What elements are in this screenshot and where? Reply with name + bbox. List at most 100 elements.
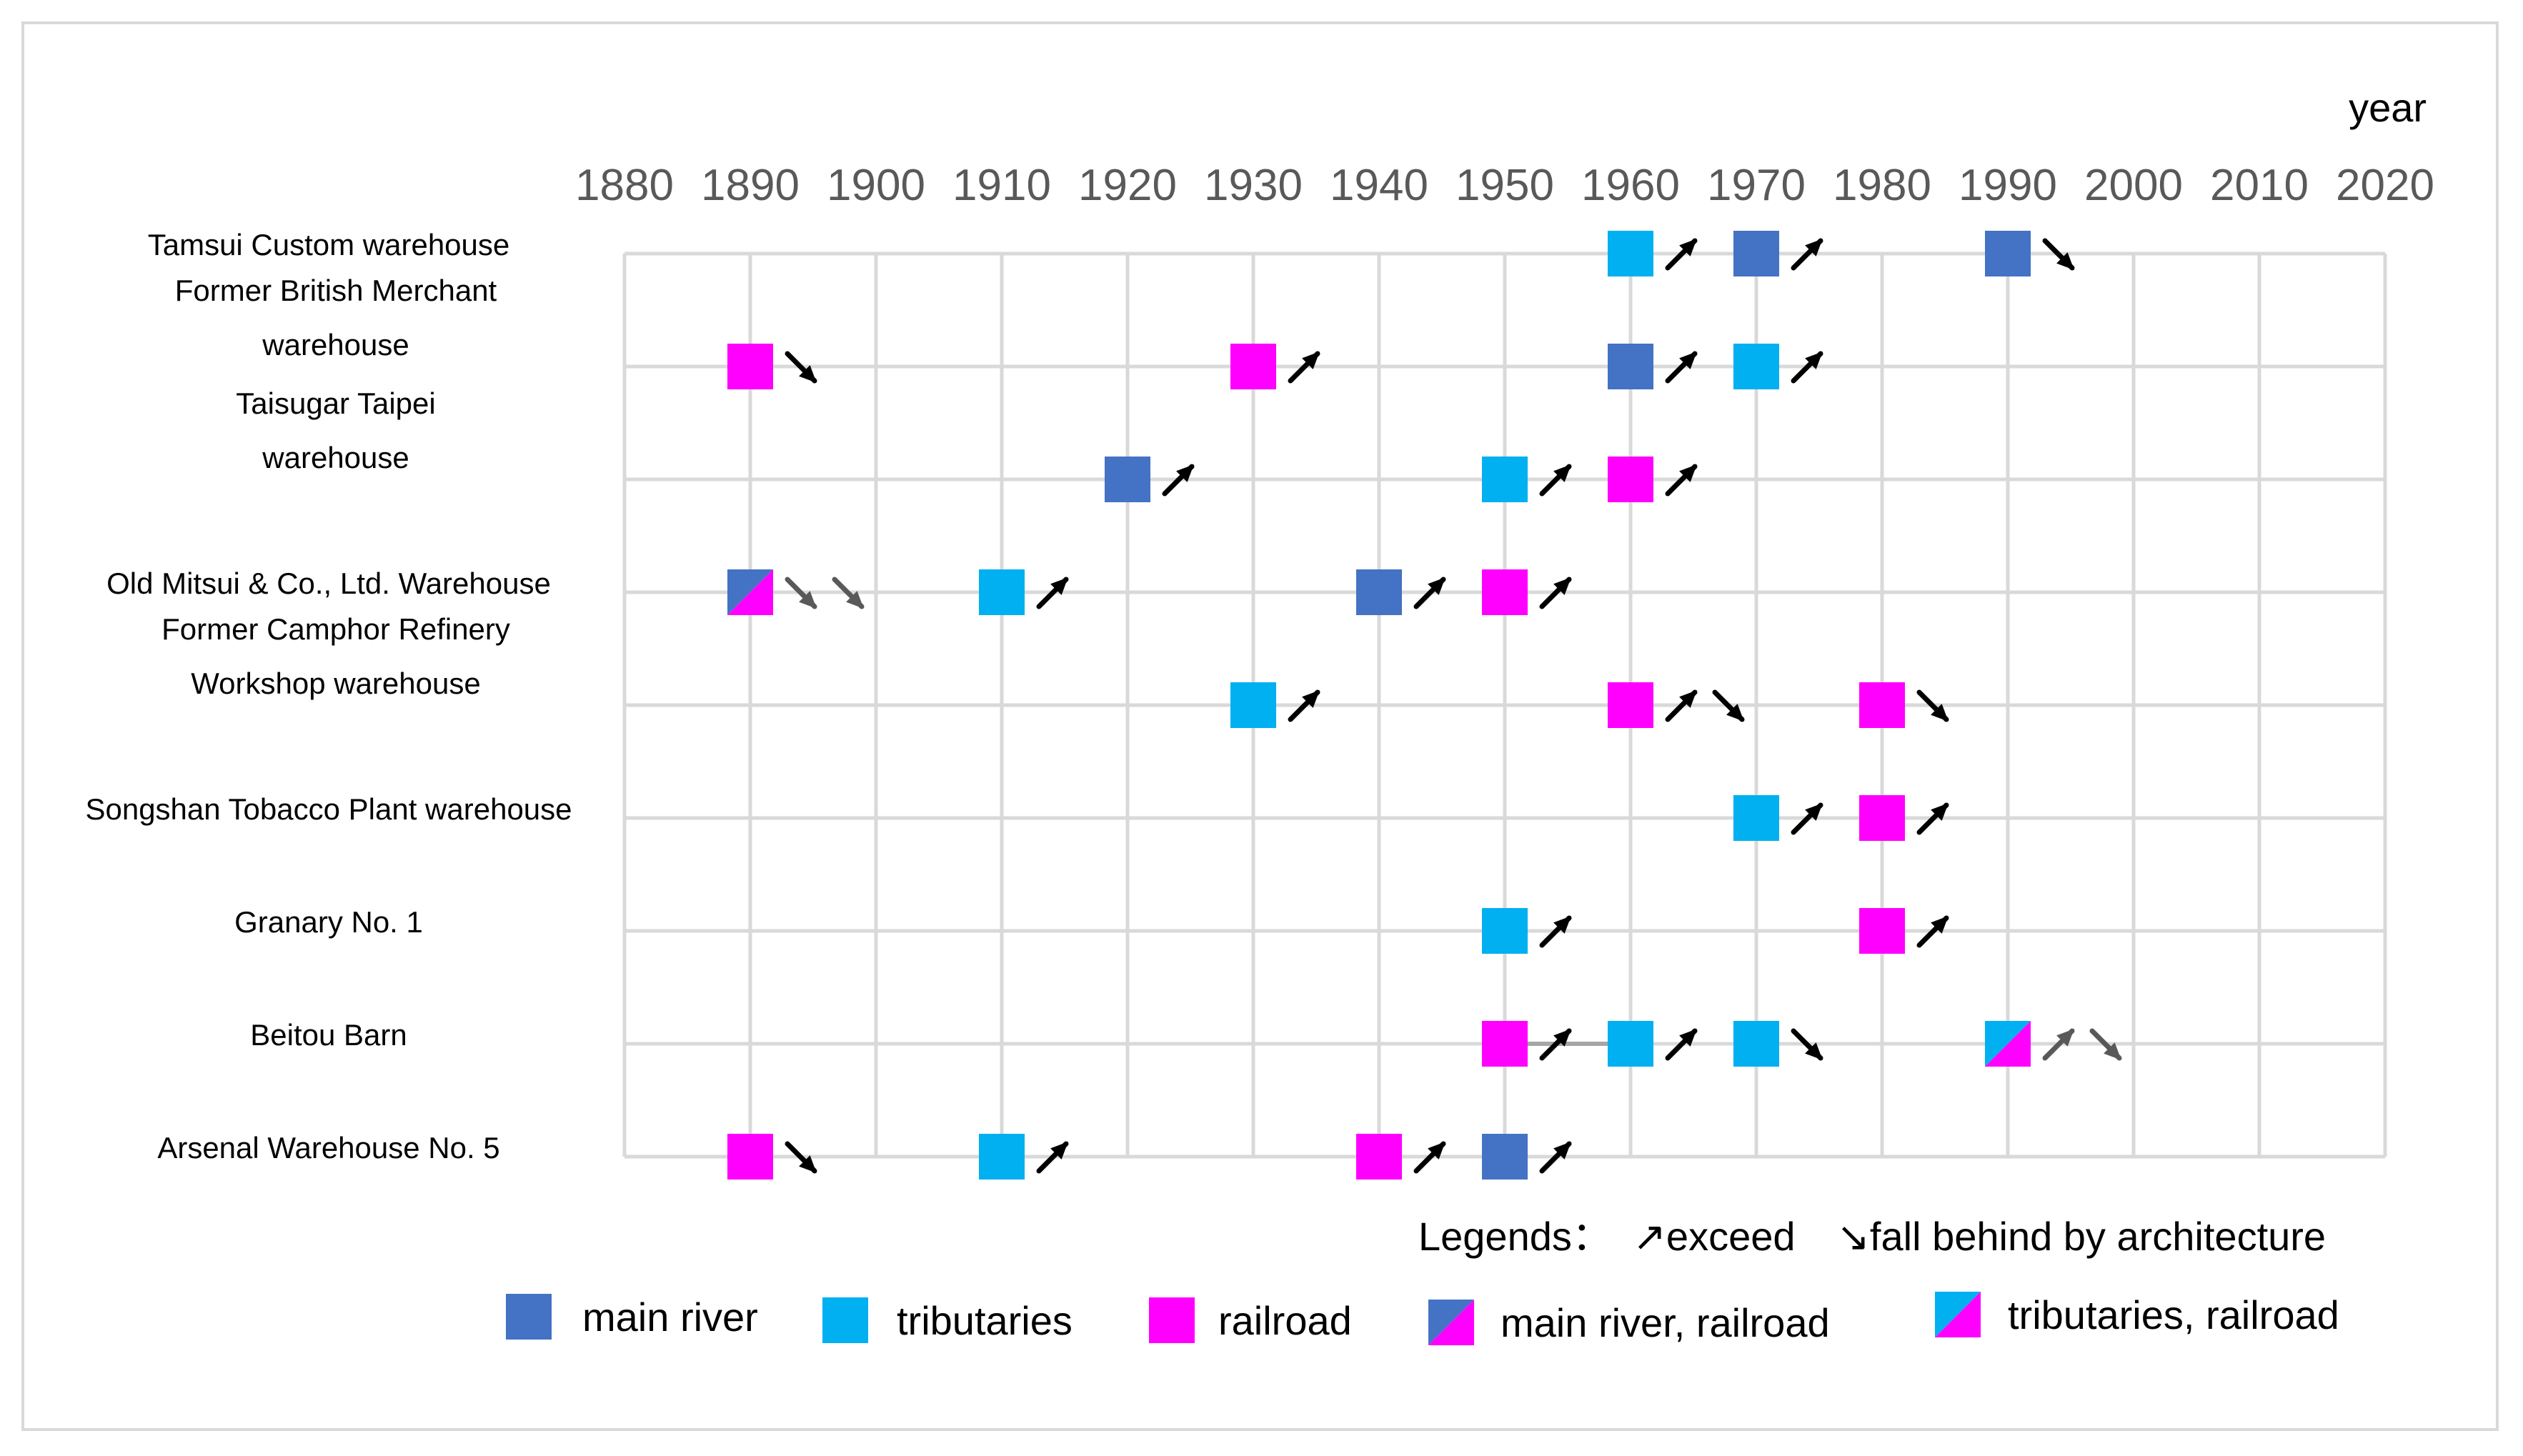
fall-behind-arrow [832,577,865,609]
marker-tributaries [822,1297,868,1343]
marker-main-river-railroad [1428,1300,1474,1345]
marker-railroad [1859,795,1905,841]
row-label: Arsenal Warehouse No. 5 [157,1131,499,1165]
legend-item: main river, railroad [1428,1300,1830,1345]
x-tick-label: 1980 [1833,161,1931,210]
x-tick-label: 2000 [2084,161,2183,210]
arrow-head [1050,577,1068,595]
row-label: Beitou Barn [250,1018,407,1052]
legend: main river tributaries railroad main river,… [506,1292,2339,1345]
marker-half [1985,1021,2031,1067]
svg-text:↗exceed: ↗exceed [1633,1214,1796,1259]
marker-railroad [1356,1134,1402,1180]
arrow-head [2056,252,2074,270]
arrow-head [799,591,817,609]
row-label: Taisugar Taipei [236,387,435,420]
arrow-head [1553,916,1571,934]
exceed-arrow [1539,577,1572,609]
arrow-head [1050,1142,1068,1160]
marker-railroad [1230,344,1276,389]
marker-half [727,569,773,615]
marker-main-river [1482,1134,1528,1180]
exceed-arrow [1036,577,1069,609]
marker-tributaries [979,569,1025,615]
exceed-arrow [1539,1141,1572,1174]
row-label: Former Camphor Refinery [161,612,510,646]
marker-tributaries [1482,457,1528,502]
legend-label: main river, railroad [1501,1300,1830,1345]
chart-frame [21,21,2499,1431]
marker-tributaries [1230,682,1276,728]
arrow-head [1805,351,1823,369]
fall-behind-arrow [1712,689,1745,722]
x-tick-label: 1990 [1959,161,2057,210]
marker-main-river [1985,231,2031,276]
exceed-arrow [1665,464,1698,497]
marker-railroad [1608,457,1653,502]
x-tick-label: 2010 [2210,161,2309,210]
exceed-arrow [1791,238,1823,271]
exceed-arrow [1916,915,1949,948]
arrow-head [1679,464,1697,482]
legend-label: main river [582,1295,758,1340]
arrow-head [799,1155,817,1173]
arrow-head [1176,464,1194,482]
marker-main-river-railroad [727,569,773,615]
legend-item: tributaries, railroad [1935,1292,2339,1337]
arrow-head [1428,577,1445,595]
arrow-head [1931,704,1949,722]
legend-fall-text: fall behind by architecture [1870,1214,2326,1259]
legend-item: tributaries [822,1297,1073,1343]
legend-label: railroad [1218,1298,1352,1343]
x-tick-label: 1900 [827,161,925,210]
arrow-head [1553,577,1571,595]
marker-main-river [1105,457,1150,502]
fall-behind-arrow [785,351,817,384]
legend-label: tributaries, railroad [2008,1292,2339,1337]
arrow-head [1553,1029,1571,1047]
marker-half [1428,1300,1474,1345]
exceed-arrow [1665,351,1698,384]
arrow-head [2056,1029,2074,1047]
legend-note-prefix: Legends： [1418,1214,1612,1259]
arrow-head [1805,803,1823,821]
x-tick-label: 1960 [1581,161,1680,210]
arrow-head [1553,1142,1571,1160]
x-axis-label: year [2349,85,2427,130]
arrow-head [1302,690,1320,708]
exceed-arrow [1413,1141,1446,1174]
exceed-arrow [2042,1028,2075,1061]
marker-railroad [1608,682,1653,728]
marker-main-river [1733,231,1779,276]
exceed-arrow [1162,464,1195,497]
marker-railroad [727,344,773,389]
arrow-head [1805,239,1823,256]
fall-behind-arrow [2089,1028,2122,1061]
x-tick-label: 1920 [1078,161,1177,210]
legend-fall-glyph: ↘ [1836,1214,1870,1259]
row-label: Songshan Tobacco Plant warehouse [85,792,572,826]
marker-main-river [506,1294,552,1340]
x-tick-label: 1930 [1204,161,1303,210]
svg-text:Legends：: Legends： [1418,1214,1612,1259]
legend-exceed-text: exceed [1666,1214,1796,1259]
exceed-arrow [1916,802,1949,835]
arrow-head [1805,1042,1823,1060]
marker-railroad [1859,682,1905,728]
x-tick-label: 1890 [701,161,800,210]
row-label: Tamsui Custom warehouse [148,228,510,261]
marker-main-river [1608,344,1653,389]
arrow-head [1679,690,1697,708]
arrow-head [1679,351,1697,369]
marker-railroad [1482,569,1528,615]
x-tick-label: 1940 [1330,161,1428,210]
legend-label: tributaries [897,1298,1073,1343]
marker-tributaries-railroad [1985,1021,2031,1067]
marker-railroad [1149,1297,1195,1343]
exceed-arrow [1665,238,1698,271]
marker-tributaries [1608,231,1653,276]
arrow-head [1931,803,1949,821]
row-label: Workshop warehouse [191,667,480,700]
marker-railroad [1482,1021,1528,1067]
